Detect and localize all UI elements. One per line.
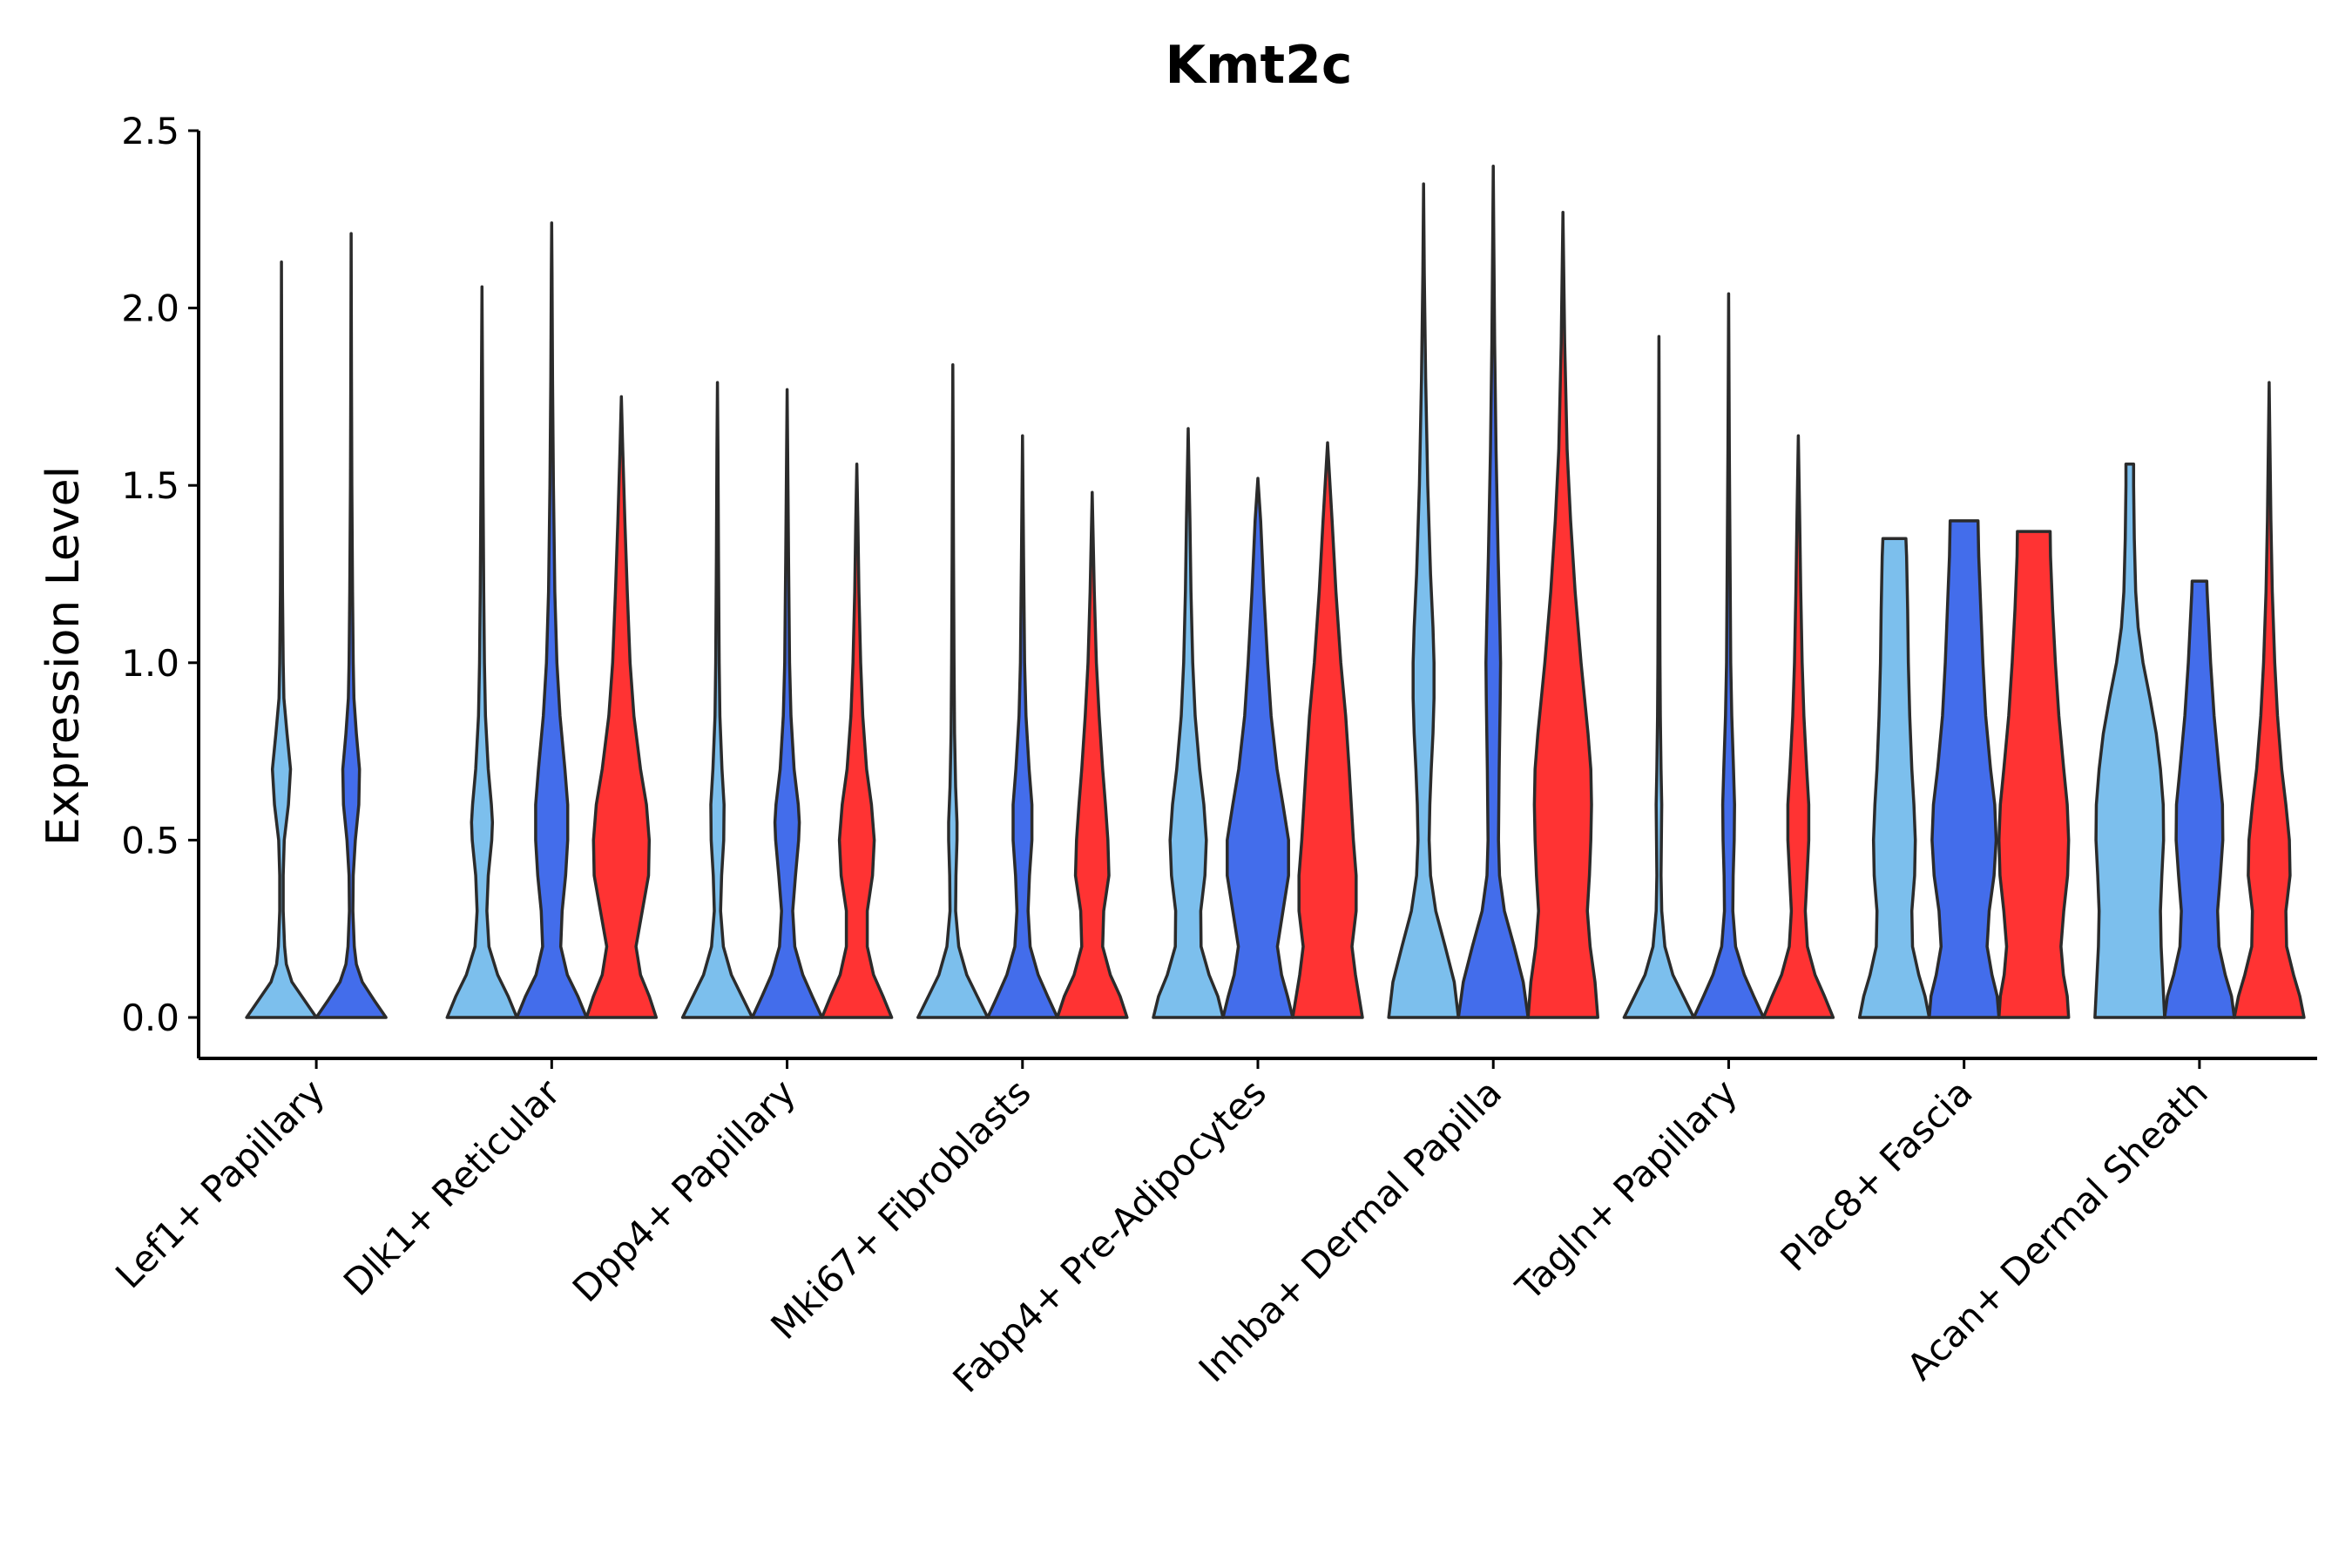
y-tick-label: 2.0 — [121, 287, 179, 330]
violin-inhba-dermal-papilla-group-1 — [1387, 182, 1460, 1019]
violin-tagln-papillary-group-2 — [1692, 292, 1766, 1019]
violin-fabp4-pre-adipocytes-group-1 — [1152, 427, 1225, 1019]
y-axis: 0.0 0.5 1.0 1.5 2.0 2.5 — [121, 110, 200, 1058]
chart-title: Kmt2c — [1165, 35, 1352, 96]
violin-inhba-dermal-papilla-group-2 — [1456, 164, 1530, 1019]
violin-dlk1-reticular-group-2 — [515, 221, 589, 1019]
violin-acan-dermal-sheath-group-3 — [2233, 381, 2306, 1019]
violin-dlk1-reticular-group-3 — [585, 395, 659, 1019]
y-tick-label: 0.0 — [121, 997, 179, 1039]
violin-dpp4-papillary-group-1 — [680, 381, 754, 1019]
violin-lef1-papillary-group-2 — [314, 232, 388, 1019]
violin-tagln-papillary-group-3 — [1761, 434, 1835, 1019]
y-axis-label: Expression Level — [37, 466, 90, 846]
x-tick-label: Dpp4+ Papillary — [564, 1071, 804, 1310]
violin-series-group — [245, 164, 2306, 1019]
violin-inhba-dermal-papilla-group-3 — [1526, 210, 1599, 1019]
y-tick-label: 1.0 — [121, 642, 179, 685]
violin-fabp4-pre-adipocytes-group-3 — [1291, 441, 1364, 1019]
y-tick-label: 2.5 — [121, 110, 179, 152]
violin-plac8-fascia-group-3 — [1997, 530, 2071, 1019]
x-tick-label: Lef1+ Papillary — [107, 1071, 333, 1296]
violin-mki67-fibroblasts-group-3 — [1056, 490, 1129, 1019]
violin-mki67-fibroblasts-group-1 — [916, 363, 990, 1019]
violin-plac8-fascia-group-1 — [1857, 537, 1931, 1019]
x-tick-label: Mki67+ Fibroblasts — [762, 1071, 1038, 1347]
x-tick-label: Tagln+ Papillary — [1507, 1071, 1745, 1308]
violin-lef1-papillary-group-1 — [245, 260, 318, 1019]
x-tick-label: Dlk1+ Reticular — [335, 1071, 569, 1304]
violin-acan-dermal-sheath-group-1 — [2093, 463, 2166, 1019]
violin-plac8-fascia-group-2 — [1927, 519, 2001, 1019]
violin-dpp4-papillary-group-2 — [750, 388, 824, 1019]
violin-acan-dermal-sheath-group-2 — [2163, 579, 2236, 1019]
violin-dlk1-reticular-group-1 — [445, 285, 519, 1019]
y-tick-label: 0.5 — [121, 819, 179, 862]
violin-mki67-fibroblasts-group-2 — [986, 434, 1059, 1019]
violin-dpp4-papillary-group-3 — [820, 463, 894, 1019]
violin-tagln-papillary-group-1 — [1622, 335, 1696, 1019]
violin-fabp4-pre-adipocytes-group-2 — [1221, 476, 1294, 1019]
y-tick-label: 1.5 — [121, 464, 179, 507]
x-tick-label: Plac8+ Fascia — [1772, 1071, 1980, 1279]
